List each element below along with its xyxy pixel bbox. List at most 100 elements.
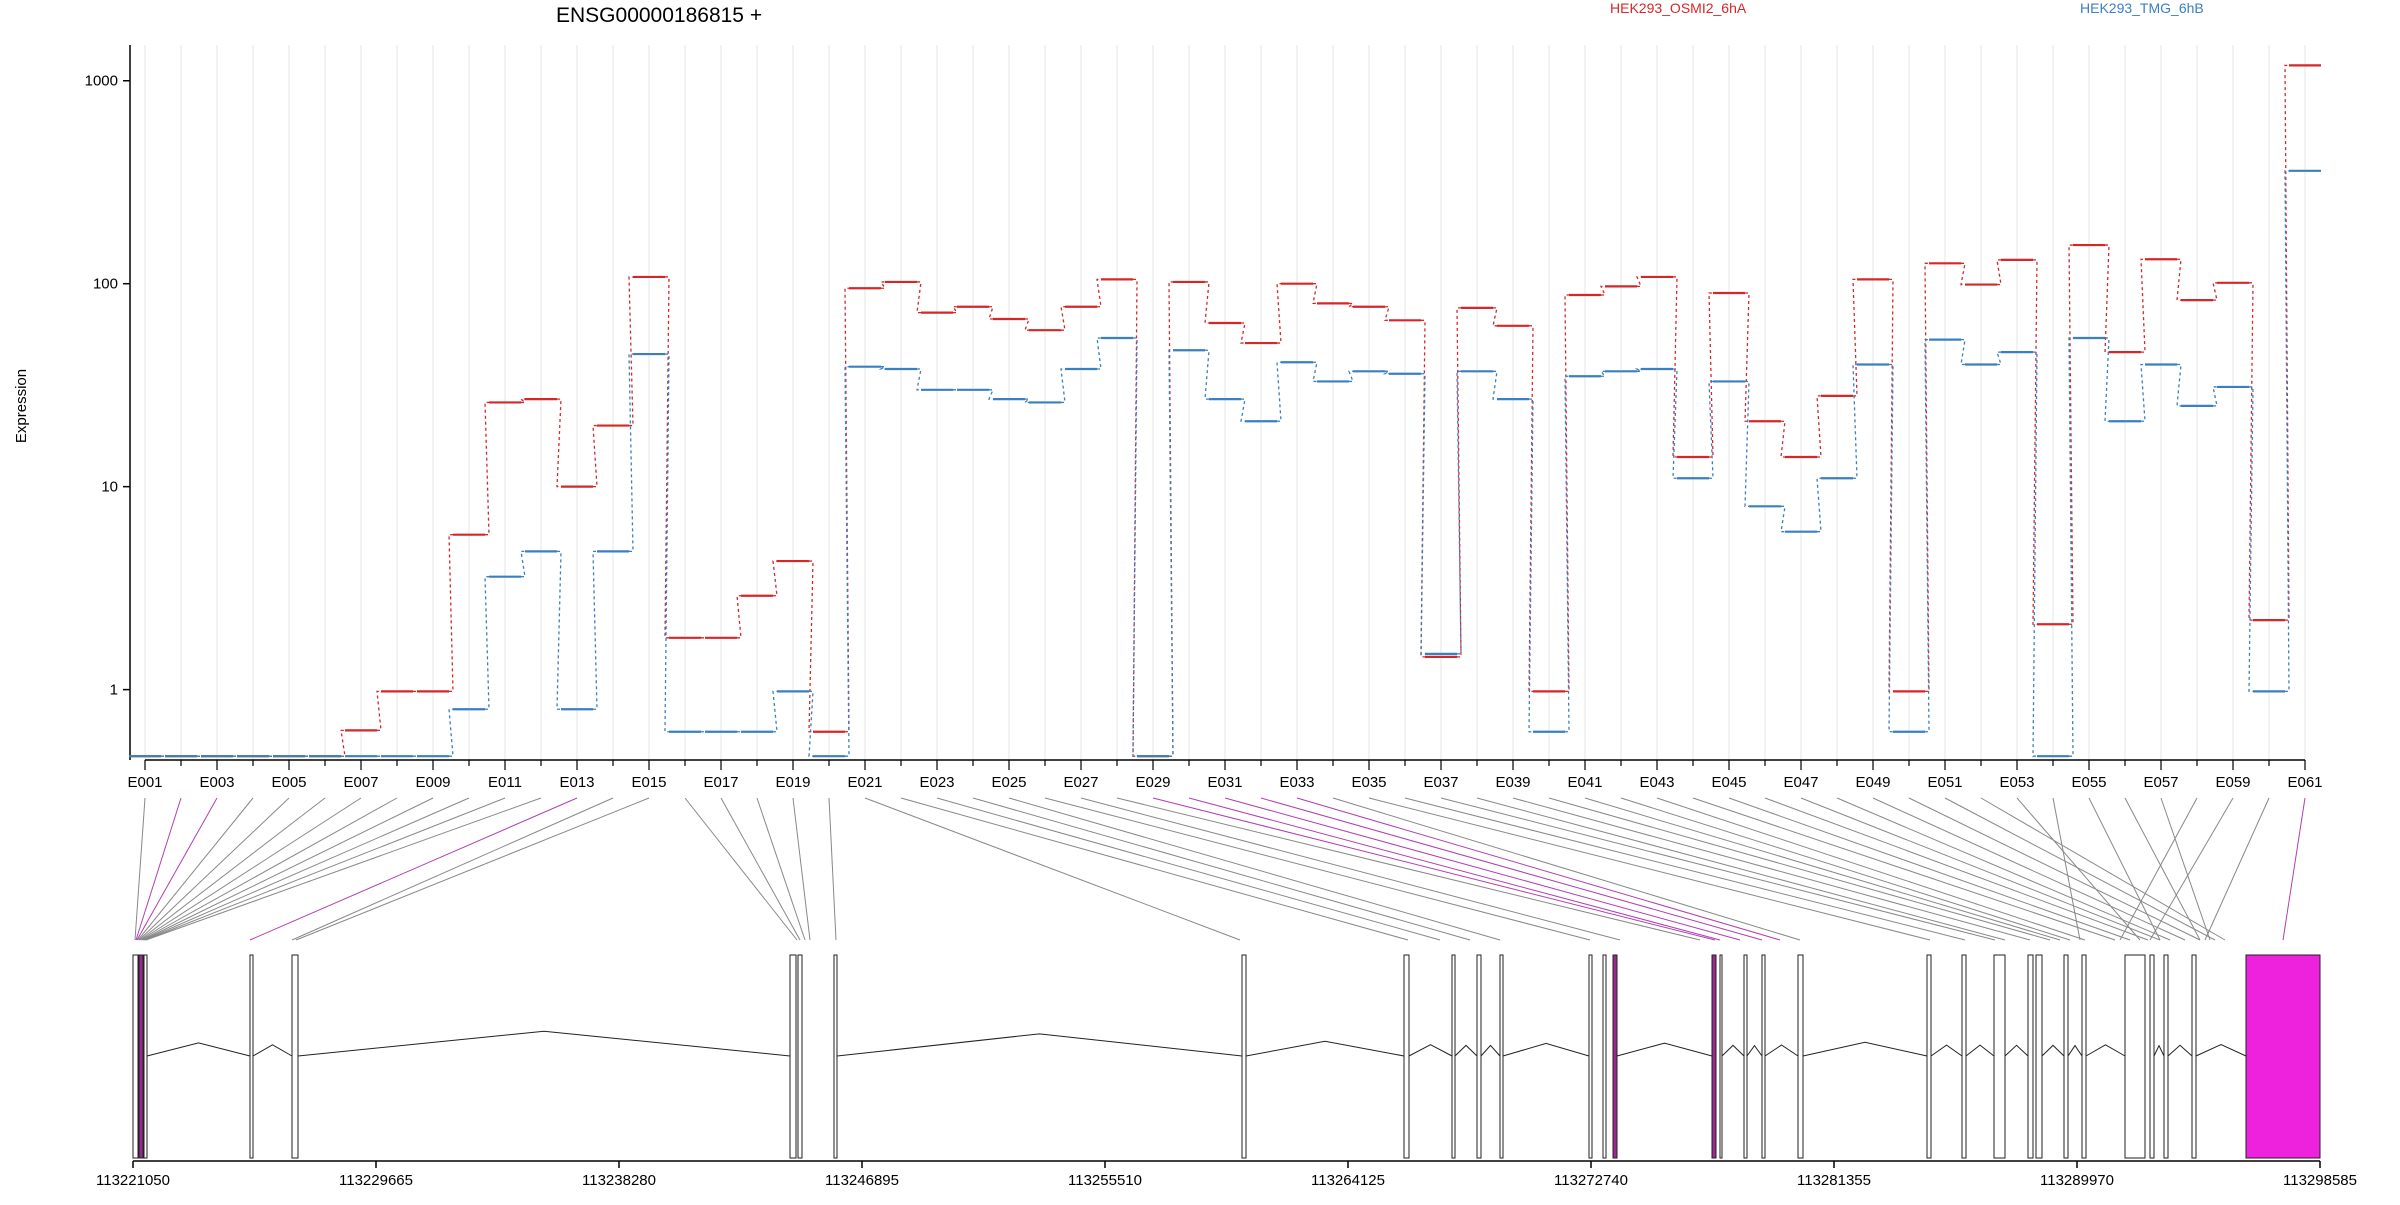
series-connector	[2284, 170, 2290, 693]
intron-line	[2153, 1044, 2165, 1057]
exon-box	[1451, 954, 1456, 1159]
exon-connector	[143, 797, 470, 941]
exon-connector	[1764, 797, 2149, 941]
chart-title: ENSG00000186815 +	[556, 4, 762, 27]
series-connector	[988, 306, 994, 320]
series-connector	[519, 398, 527, 404]
x-tick-label: E045	[1711, 774, 1746, 791]
exon-box	[1743, 954, 1748, 1159]
exon-box	[1241, 954, 1247, 1159]
exon-box	[2245, 954, 2321, 1159]
series-connector	[1634, 368, 1644, 372]
exon-connector	[249, 797, 578, 941]
exon-box	[1499, 954, 1504, 1159]
exon-connector	[1008, 797, 1501, 941]
exon-connector	[1152, 797, 1716, 941]
exon-connector	[792, 797, 811, 941]
intron-line	[252, 1044, 293, 1057]
series-connector	[844, 287, 850, 733]
exon-connector	[2149, 797, 2234, 941]
exon-box	[1588, 954, 1593, 1159]
intron-line	[1802, 1041, 1928, 1057]
x-tick-label: E013	[559, 774, 594, 791]
intron-line	[1764, 1044, 1799, 1057]
exon-connector	[1296, 797, 1781, 941]
exon-box	[1403, 954, 1410, 1159]
series-connector	[1599, 285, 1607, 296]
series-connector	[2212, 282, 2218, 301]
series-connector	[1132, 278, 1138, 757]
series-connector	[2104, 337, 2110, 422]
series-connector	[1996, 259, 2002, 286]
series-connector	[1744, 380, 1750, 507]
series-connector	[2212, 386, 2218, 407]
exon-box	[291, 954, 299, 1159]
x-tick-label: E021	[847, 774, 882, 791]
exon-box	[2027, 954, 2034, 1159]
x-tick-label: E027	[1063, 774, 1098, 791]
exon-connector	[145, 797, 542, 941]
x-tick-label: E023	[919, 774, 954, 791]
genomic-tick-label: 113221050	[96, 1172, 170, 1189]
series-connector	[988, 389, 994, 400]
y-tick-label: 10	[101, 479, 118, 496]
series-connector	[1168, 349, 1174, 757]
intron-line	[2167, 1044, 2193, 1057]
exon-connector	[137, 797, 254, 941]
x-tick-label: E033	[1279, 774, 1314, 791]
series-connector	[1240, 322, 1246, 344]
exon-connector	[1836, 797, 2171, 941]
exon-connector	[1728, 797, 2131, 941]
exon-box	[2063, 954, 2069, 1159]
series-connector	[1276, 361, 1282, 422]
exon-connector	[1080, 797, 1621, 941]
series-connector	[1816, 477, 1822, 533]
series-connector	[844, 366, 850, 757]
series-connector	[1024, 318, 1030, 331]
exon-connector	[1800, 797, 2161, 941]
exon-connector	[141, 797, 398, 941]
exon-box	[1797, 954, 1804, 1159]
exon-box	[1711, 954, 1717, 1159]
exon-connector	[1908, 797, 2201, 941]
series-connector	[1816, 395, 1822, 458]
exon-connector	[140, 797, 362, 941]
exon-connector	[2204, 797, 2270, 941]
x-tick-label: E011	[488, 774, 522, 791]
exon-box	[1761, 954, 1766, 1159]
series-connector	[1996, 351, 2002, 366]
series-connector	[592, 424, 598, 488]
exon-connector	[1404, 797, 1966, 941]
series-connector	[808, 690, 814, 757]
exon-box	[797, 954, 803, 1159]
exon-box	[2191, 954, 2197, 1159]
exon-connector	[2124, 797, 2201, 941]
intron-line	[1616, 1042, 1713, 1057]
series-connector	[1528, 398, 1534, 733]
series-connector	[1096, 278, 1102, 308]
exon-connectors	[134, 797, 2306, 941]
intron-line	[1746, 1044, 1763, 1057]
series-connector	[1852, 363, 1858, 479]
series-connector	[2140, 258, 2146, 353]
exon-connector	[1584, 797, 2061, 941]
x-tick-label: E015	[631, 774, 666, 791]
genomic-tick-label: 113264125	[1311, 1172, 1385, 1189]
exon-box	[1476, 954, 1482, 1159]
series-connector	[1960, 262, 1966, 286]
exon-connector	[138, 797, 290, 941]
x-tick-label: E019	[775, 774, 810, 791]
series-connector	[2248, 386, 2254, 693]
exon-connector	[1044, 797, 1591, 941]
exon-connector	[295, 797, 650, 941]
genomic-tick-label: 113289970	[2040, 1172, 2114, 1189]
x-tick-label: E037	[1423, 774, 1458, 791]
genomic-tick-label: 113281355	[1797, 1172, 1871, 1189]
intron-line	[1454, 1044, 1478, 1057]
series-connector	[1492, 370, 1498, 400]
intron-line	[2067, 1044, 2083, 1057]
series-connector	[736, 595, 742, 639]
series-connector	[484, 401, 490, 536]
exon-connector	[972, 797, 1471, 941]
